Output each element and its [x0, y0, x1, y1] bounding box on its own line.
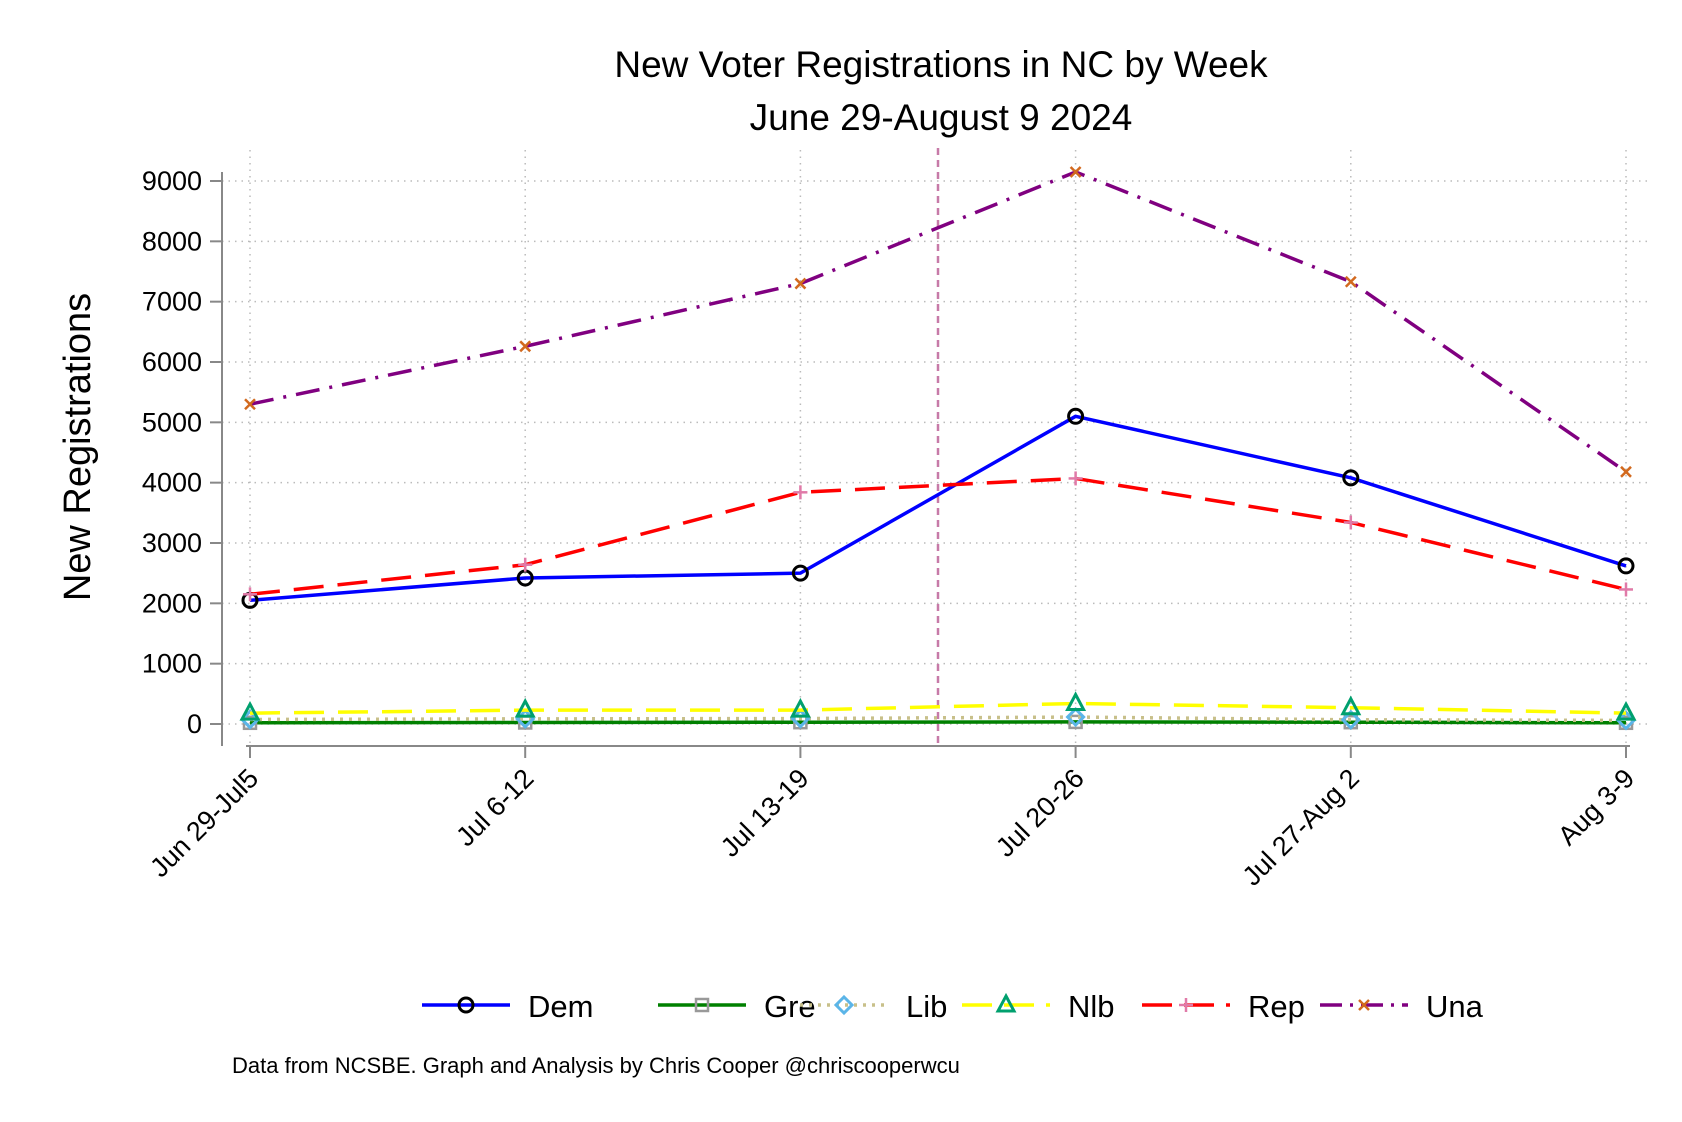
x-tick-label: Jul 20-26	[990, 763, 1090, 863]
data-point-gre	[1068, 714, 1083, 730]
data-point-rep	[1619, 582, 1633, 597]
data-point-rep	[1343, 515, 1358, 530]
legend-item-gre: Gre	[658, 989, 816, 1024]
y-tick-label: 9000	[142, 166, 202, 196]
data-point-una	[1069, 166, 1082, 178]
data-point-lib	[1065, 706, 1086, 728]
x-tick-label: Aug 3-9	[1552, 763, 1640, 851]
legend-marker-gre	[694, 997, 710, 1013]
data-point-dem	[1342, 469, 1360, 487]
data-point-rep	[793, 485, 808, 500]
y-tick-label: 2000	[142, 588, 202, 618]
data-point-lib	[1340, 709, 1361, 730]
series-line-rep	[249, 476, 1627, 597]
series-line-una	[249, 170, 1627, 474]
y-tick-label: 4000	[142, 468, 202, 498]
legend-marker-nlb	[995, 992, 1017, 1013]
data-point-dem	[1067, 407, 1085, 425]
chart-subtitle: June 29-August 9 2024	[750, 97, 1133, 138]
legend-label-lib: Lib	[906, 989, 947, 1024]
legend-item-dem: Dem	[422, 989, 593, 1024]
y-tick-label: 1000	[142, 649, 202, 679]
y-tick-label: 0	[187, 709, 202, 739]
data-point-nlb	[1340, 695, 1362, 716]
data-point-una	[244, 398, 256, 411]
legend-item-lib: Lib	[800, 989, 947, 1024]
series-line-gre	[249, 720, 1627, 725]
y-tick-label: 8000	[142, 226, 202, 256]
data-point-dem	[1617, 557, 1635, 575]
plot-area: 0 1000 2000 3000 4000 5000 6000 7000 8000 9000 Jun…	[142, 148, 1650, 891]
legend-label-gre: Gre	[764, 989, 816, 1024]
data-point-nlb	[1065, 691, 1087, 711]
data-point-dem	[791, 564, 809, 582]
data-point-nlb	[789, 697, 811, 718]
legend-marker-rep	[1179, 998, 1193, 1012]
data-point-rep	[1068, 471, 1083, 486]
data-point-una	[519, 340, 532, 353]
data-point-nlb	[239, 700, 261, 721]
data-point-una	[794, 277, 807, 290]
chart-title: New Voter Registrations in NC by Week	[614, 44, 1268, 85]
legend-item-rep: Rep	[1142, 989, 1305, 1024]
legend-label-una: Una	[1426, 989, 1484, 1024]
x-tick-label: Jul 6-12	[450, 763, 539, 852]
legend-marker-una	[1358, 999, 1370, 1011]
series-line-nlb	[249, 701, 1627, 715]
legend-marker-dem	[457, 996, 475, 1014]
data-point-nlb	[1615, 700, 1637, 721]
data-point-una	[1344, 275, 1357, 288]
x-tick-label: Jun 29-Jul5	[144, 763, 264, 883]
y-tick-label: 7000	[142, 287, 202, 317]
x-tick-label: Jul 13-19	[715, 763, 815, 863]
legend-label-rep: Rep	[1248, 989, 1305, 1024]
y-tick-label: 5000	[142, 407, 202, 437]
series-line-dem	[249, 414, 1627, 603]
legend-item-una: Una	[1320, 989, 1484, 1024]
legend-label-dem: Dem	[528, 989, 593, 1024]
data-point-rep	[243, 587, 257, 602]
y-tick-label: 6000	[142, 347, 202, 377]
data-point-nlb	[514, 697, 536, 718]
footnote: Data from NCSBE. Graph and Analysis by C…	[232, 1053, 960, 1078]
x-tick-label: Jul 27-Aug 2	[1237, 763, 1365, 891]
y-axis-label: New Registrations	[57, 293, 99, 601]
legend-label-nlb: Nlb	[1068, 989, 1115, 1024]
data-point-rep	[518, 557, 533, 572]
legend-item-nlb: Nlb	[962, 989, 1115, 1024]
y-tick-label: 3000	[142, 528, 202, 558]
legend: Dem Gre Lib Nlb Rep Una	[422, 989, 1484, 1024]
legend-marker-lib	[833, 994, 855, 1016]
data-point-una	[1620, 465, 1632, 478]
